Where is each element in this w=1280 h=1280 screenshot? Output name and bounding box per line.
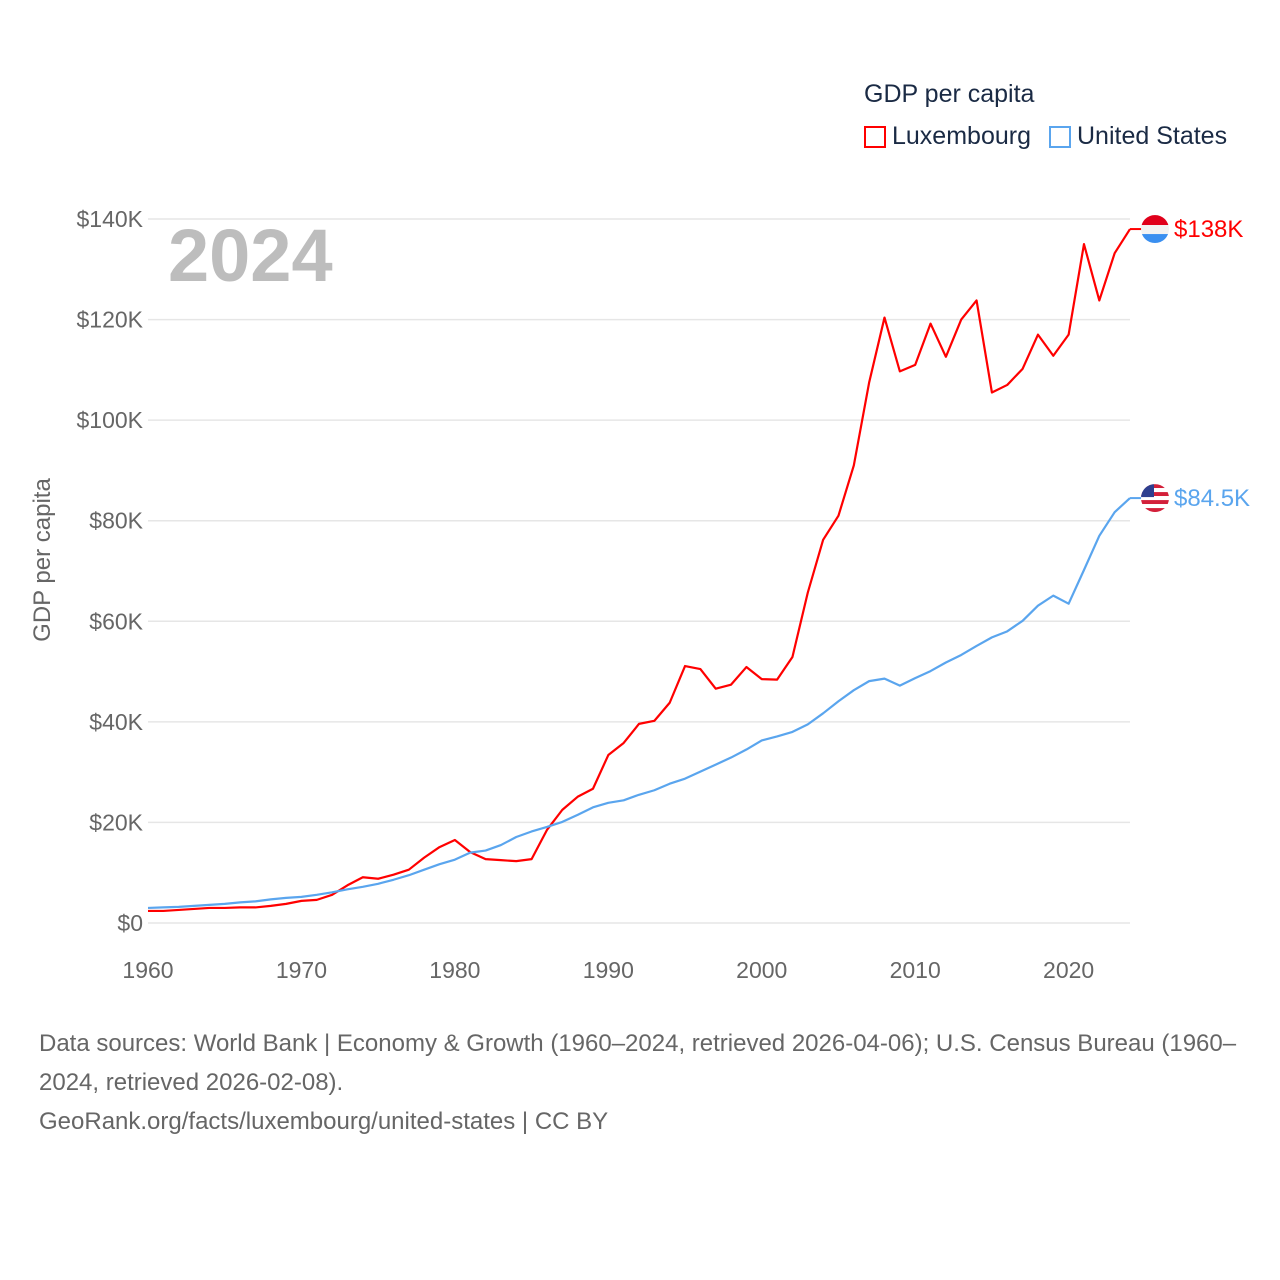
y-tick-label: $40K [89,709,143,735]
y-tick-label: $20K [89,809,143,835]
y-axis-label: GDP per capita [29,478,56,642]
legend-swatch-luxembourg [864,125,886,148]
series-line-luxembourg [148,228,1131,913]
legend-swatch-united-states [1048,125,1071,148]
y-tick-label: $120K [76,307,143,333]
x-tick-label: 1980 [429,957,480,983]
series-end-markers: $138K $84.5K [1130,215,1250,513]
year-watermark: 2024 [168,214,333,297]
legend-label: United States [1076,122,1228,150]
legend: Luxembourg United States [864,122,1227,151]
x-tick-label: 2010 [890,957,941,983]
line-chart: $0$20K$40K$60K$80K$100K$120K$140K 1960 19… [29,206,1250,983]
x-axis-ticks: 1960 1970 1980 1990 2000 2010 2020 [122,957,1094,983]
y-tick-label: $0 [117,910,143,936]
gridlines [148,218,1130,924]
legend-label: Luxembourg [892,122,1031,150]
luxembourg-flag-icon [1141,215,1169,244]
y-tick-label: $60K [89,608,143,634]
footer: Data sources: World Bank | Economy & Gro… [39,1024,1239,1141]
x-tick-label: 1970 [276,957,327,983]
legend-item-united-states[interactable]: United States [1048,122,1228,151]
series-line-united-states [147,497,1131,910]
data-sources: Data sources: World Bank | Economy & Gro… [39,1030,1237,1096]
y-tick-label: $80K [89,508,143,534]
us-flag-icon [1141,484,1169,513]
x-tick-label: 2000 [736,957,787,983]
end-value-label: $138K [1174,216,1243,243]
series-lines [147,228,1131,913]
y-axis-ticks: $0 $20K $40K $60K $80K $100K $120K $140K [76,206,143,936]
x-tick-label: 2020 [1043,957,1094,983]
y-tick-label: $100K [76,407,143,433]
x-tick-label: 1990 [583,957,634,983]
end-value-label: $84.5K [1174,485,1250,512]
y-tick-label: $140K [76,206,143,232]
x-tick-label: 1960 [122,957,173,983]
legend-item-luxembourg[interactable]: Luxembourg [864,122,1031,151]
source-link[interactable]: GeoRank.org/facts/luxembourg/united-stat… [39,1108,609,1135]
legend-title: GDP per capita [864,80,1035,108]
